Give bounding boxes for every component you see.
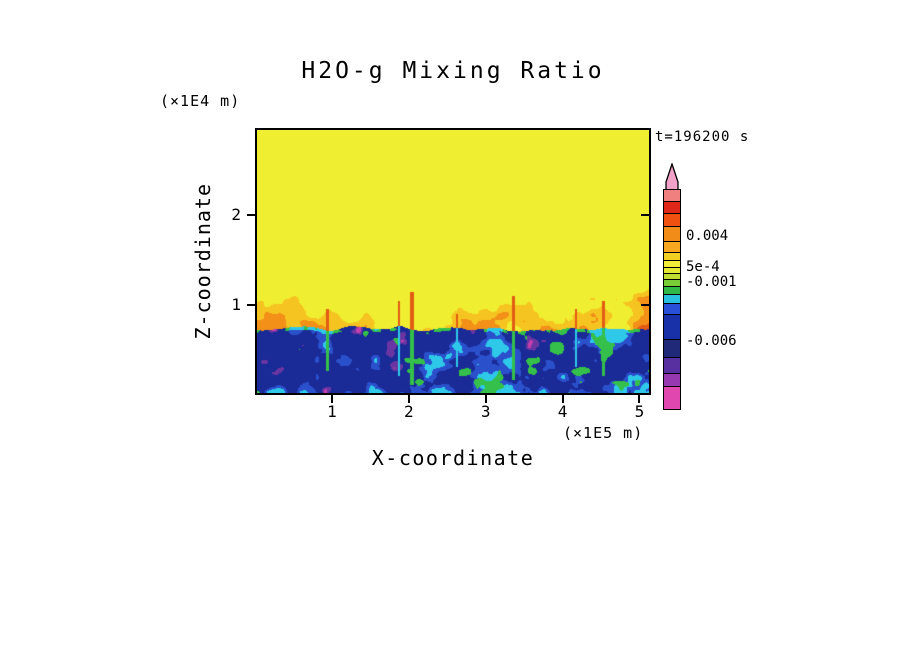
colorbar-segment: [664, 314, 680, 340]
x-axis-tick: [484, 395, 487, 403]
y-axis-tick: [247, 214, 255, 217]
colorbar-segment: [664, 293, 680, 303]
colorbar-label: -0.001: [686, 273, 737, 290]
colorbar-arrow-icon: [665, 163, 679, 191]
colorbar-label: -0.006: [686, 332, 737, 349]
x-tick-label: 3: [480, 402, 491, 421]
x-tick-label: 5: [634, 402, 645, 421]
colorbar-arrow-shape: [665, 163, 679, 191]
colorbar-segment: [664, 285, 680, 294]
y-axis-title-box: Z-coordinate: [190, 128, 216, 395]
colorbar-segment: [664, 266, 680, 273]
colorbar-segment: [664, 213, 680, 227]
x-axis-tick: [561, 395, 564, 403]
colorbar-segment: [664, 357, 680, 373]
time-annotation: t=196200 s: [655, 129, 750, 145]
colorbar-segment: [664, 201, 680, 214]
chart-title: H2O-g Mixing Ratio: [301, 58, 605, 84]
colorbar-segment: [664, 241, 680, 252]
x-tick-label: 2: [403, 402, 414, 421]
x-axis-title: X-coordinate: [371, 446, 535, 470]
x-tick-label: 1: [327, 402, 337, 421]
plot-area: [255, 128, 651, 395]
x-axis-tick: [407, 395, 410, 403]
colorbar-segment: [664, 278, 680, 286]
colorbar-segment: [664, 226, 680, 242]
x-tick-label: 4: [557, 402, 568, 421]
colorbar-segment: [664, 251, 680, 260]
y-axis-tick: [247, 304, 255, 307]
x-axis-unit: (×1E5 m): [563, 424, 644, 442]
colorbar-segment: [664, 259, 680, 267]
colorbar-label: 0.004: [686, 228, 729, 245]
colorbar-segment: [664, 190, 680, 202]
y-axis-tick-right: [641, 214, 649, 217]
heatmap-canvas: [257, 130, 649, 393]
y-tick-label: 1: [231, 295, 241, 315]
y-axis-tick-right: [641, 304, 649, 307]
colorbar-label: 5e-4: [686, 258, 720, 275]
colorbar-bar: [663, 189, 681, 410]
y-tick-label: 2: [231, 205, 241, 225]
colorbar-segment: [664, 372, 680, 386]
colorbar-segment: [664, 339, 680, 358]
x-axis-tick: [638, 395, 641, 403]
y-axis-unit: (×1E4 m): [160, 92, 241, 110]
colorbar-segment: [664, 385, 680, 409]
colorbar-segment: [664, 272, 680, 279]
colorbar-segment: [664, 302, 680, 315]
x-axis-tick: [330, 395, 333, 403]
